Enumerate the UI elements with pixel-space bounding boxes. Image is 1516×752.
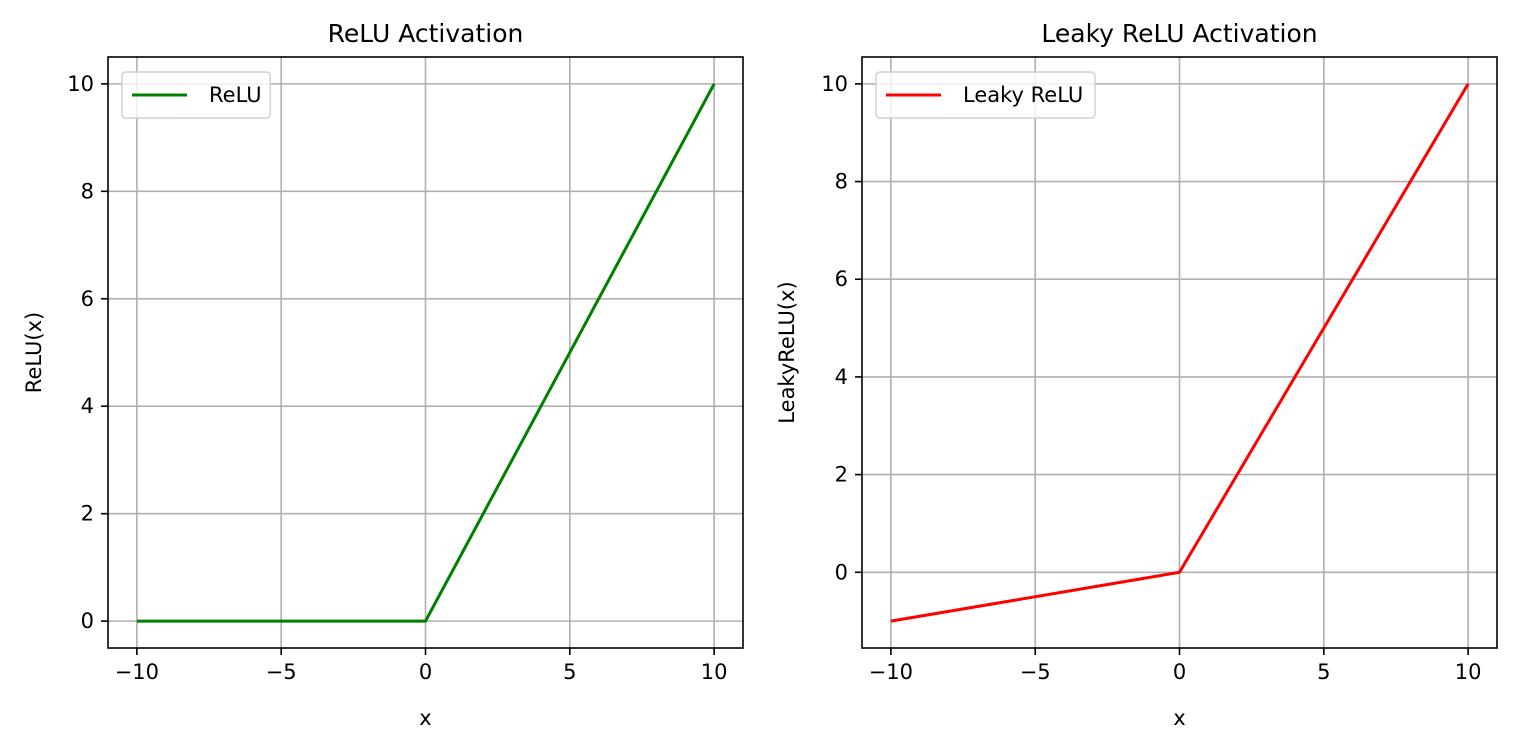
y-tick-label: 0 [81,609,94,633]
chart-title: ReLU Activation [328,19,524,48]
legend-box [121,71,271,119]
y-tick-label: 8 [835,170,848,194]
y-tick-label: 10 [821,72,848,96]
x-tick-label: −10 [115,660,159,684]
y-axis-label: LeakyReLU(x) [775,281,799,423]
y-tick-label: 6 [835,267,848,291]
y-tick-label: 4 [835,365,848,389]
x-tick-label: 0 [1173,660,1186,684]
legend-label: Leaky ReLU [963,83,1083,107]
y-tick-label: 10 [67,72,94,96]
legend: Leaky ReLU [875,71,1096,119]
x-tick-label: −5 [1020,660,1051,684]
legend: ReLU [121,71,271,119]
x-tick-label: −5 [266,660,297,684]
legend-label: ReLU [209,83,262,107]
y-tick-label: 4 [81,394,94,418]
y-tick-label: 2 [81,502,94,526]
subplot-relu: −10 −5 0 5 10 0 2 4 6 8 10 ReLU Activation x ReLU(x) R… [22,19,744,730]
y-tick-label: 6 [81,287,94,311]
x-tick-label: 10 [701,660,728,684]
x-tick-label: −10 [869,660,913,684]
series-line-leaky-relu [890,83,1470,623]
y-tick-label: 2 [835,463,848,487]
chart-title: Leaky ReLU Activation [1041,19,1317,48]
y-tick-label: 0 [835,560,848,584]
subplot-leaky-relu: −10 −5 0 5 10 0 2 4 6 8 10 Leaky ReLU Activation x Le… [775,19,1498,730]
x-tick-label: 0 [419,660,432,684]
x-tick-label: 5 [563,660,576,684]
x-tick-label: 10 [1455,660,1482,684]
series-line-relu [136,83,716,623]
x-tick-label: 5 [1317,660,1330,684]
legend-box [875,71,1096,119]
y-axis-label: ReLU(x) [22,312,46,393]
y-tick-label: 8 [81,179,94,203]
x-axis-label: x [419,706,431,730]
x-axis-label: x [1173,706,1185,730]
